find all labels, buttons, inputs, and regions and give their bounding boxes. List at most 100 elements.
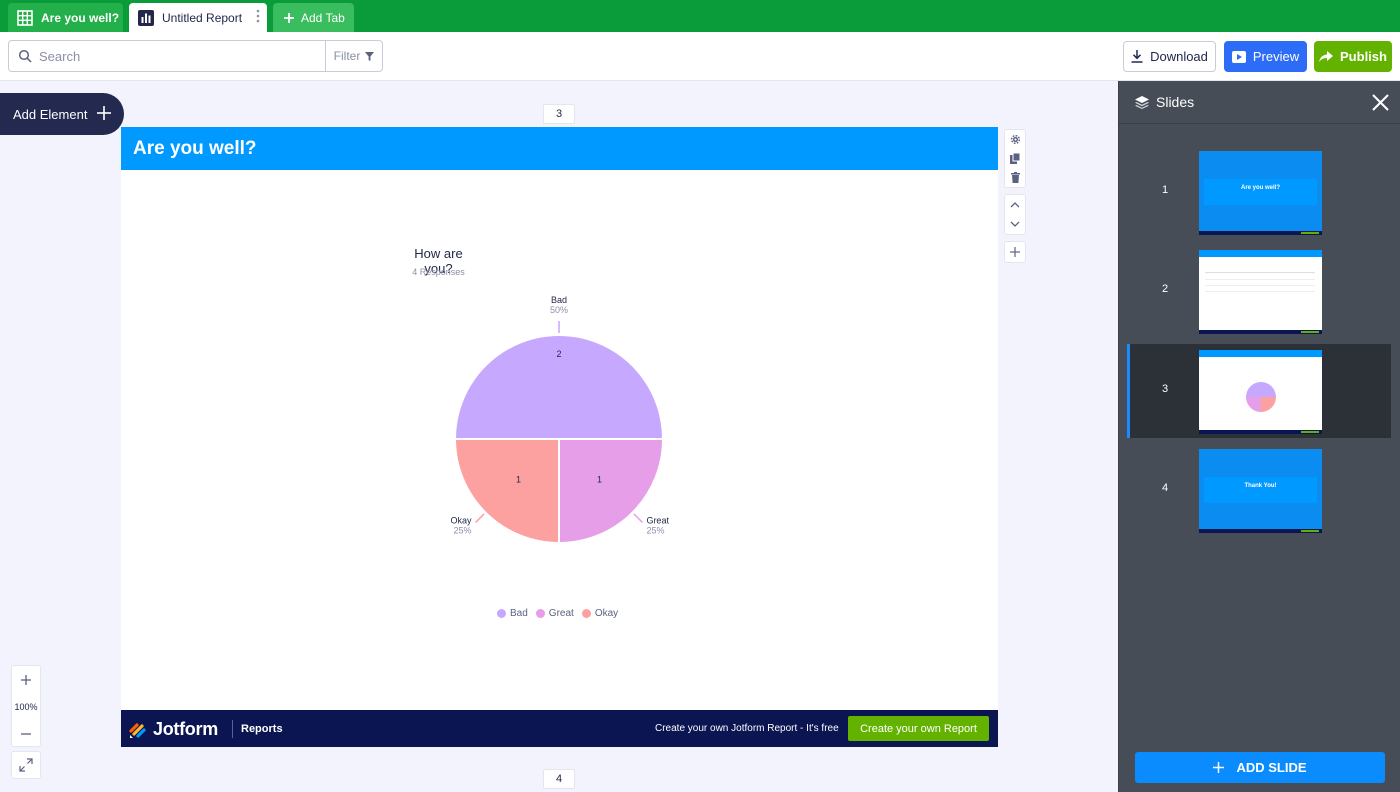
slide-number: 2	[1162, 283, 1169, 295]
plus-icon	[21, 674, 31, 685]
add-below-tool	[1004, 241, 1026, 263]
search-input[interactable]	[39, 48, 309, 64]
legend-item-bad[interactable]: Bad	[497, 608, 528, 619]
slide-preview: Thank You!	[1199, 449, 1322, 533]
download-icon	[1131, 50, 1143, 63]
tab-report[interactable]: Untitled Report	[129, 3, 267, 32]
slide-number: 1	[1162, 184, 1169, 196]
thumb-table-line	[1205, 272, 1315, 273]
brand-name: Jotform	[153, 719, 218, 739]
more-vertical-icon[interactable]	[256, 9, 260, 23]
search-icon	[18, 49, 32, 63]
chart-title: How are you?	[414, 246, 463, 276]
preview-button[interactable]: Preview	[1224, 41, 1307, 72]
thumb-table-line	[1205, 285, 1315, 286]
slides-panel-title: Slides	[1156, 94, 1195, 110]
thumb-footer	[1199, 330, 1322, 334]
tab-label: Add Tab	[301, 10, 345, 25]
pie-value-label: 1	[516, 474, 521, 484]
duplicate-icon[interactable]	[1005, 149, 1025, 168]
legend-label: Great	[548, 608, 574, 619]
report-icon	[138, 9, 154, 26]
chevron-down-icon[interactable]	[1005, 214, 1025, 233]
add-slide-button[interactable]: ADD SLIDE	[1135, 752, 1385, 783]
pie-category-label: Bad	[551, 295, 567, 305]
slides-panel: Slides 1 Are you well? 2 3	[1118, 81, 1400, 792]
legend-item-okay[interactable]: Okay	[581, 608, 618, 619]
download-label: Download	[1150, 49, 1208, 64]
plus-icon	[97, 104, 111, 122]
gear-icon[interactable]	[1005, 130, 1025, 149]
expand-icon	[19, 758, 33, 772]
fullscreen-button[interactable]	[11, 751, 41, 779]
thumb-header	[1199, 350, 1322, 357]
slides-panel-header: Slides	[1119, 81, 1400, 124]
add-tab-button[interactable]: Add Tab	[273, 3, 354, 32]
thumb-footer	[1199, 430, 1322, 434]
slide-preview	[1199, 250, 1322, 334]
slide-thumbnail-3[interactable]: 3	[1127, 344, 1391, 438]
table-icon	[17, 9, 33, 26]
pie-leader-line	[633, 513, 643, 523]
pie-value-label: 1	[597, 474, 602, 484]
thumb-footer	[1199, 231, 1322, 235]
plus-icon	[1213, 757, 1225, 778]
chevron-up-icon[interactable]	[1005, 195, 1025, 214]
pie-slice-okay[interactable]	[453, 438, 560, 545]
slide-preview	[1199, 350, 1322, 434]
publish-button[interactable]: Publish	[1314, 41, 1392, 72]
slide-number: 4	[1162, 482, 1169, 494]
create-report-button[interactable]: Create your own Report	[848, 716, 989, 741]
page-number-above[interactable]: 3	[543, 104, 575, 124]
thumb-pie	[1246, 382, 1276, 412]
legend-label: Bad	[510, 608, 528, 619]
add-element-button[interactable]: Add Element	[0, 93, 124, 135]
close-icon[interactable]	[1372, 94, 1389, 111]
zoom-out-button[interactable]	[12, 720, 40, 747]
slide-header[interactable]: Are you well?	[121, 127, 998, 170]
publish-label: Publish	[1340, 49, 1387, 64]
plus-icon[interactable]	[1005, 242, 1025, 261]
slide-thumbnail-4[interactable]: 4 Thank You!	[1127, 443, 1391, 537]
thumb-table-line	[1205, 279, 1315, 280]
pie-percent-label: 25%	[646, 525, 664, 535]
tab-form[interactable]: Are you well?	[8, 3, 123, 32]
thumb-footer-button	[1301, 232, 1319, 234]
chart-subtitle: 4 Responses	[412, 267, 465, 277]
play-icon	[1231, 50, 1246, 63]
filter-button[interactable]: Filter	[325, 41, 382, 71]
slide-preview: Are you well?	[1199, 151, 1322, 235]
tab-label: Untitled Report	[162, 10, 243, 25]
thumb-header	[1199, 250, 1322, 257]
slide-thumbnail-1[interactable]: 1 Are you well?	[1127, 145, 1391, 239]
product-name: Reports	[241, 723, 283, 735]
share-arrow-icon	[1319, 50, 1334, 62]
slide-number: 3	[1162, 383, 1169, 395]
pie-leader-line	[475, 513, 485, 523]
tab-bar: Are you well? Untitled Report Add Tab	[0, 0, 1400, 32]
search-box: Filter	[8, 40, 383, 72]
legend-item-great[interactable]: Great	[535, 608, 574, 619]
thumb-table-line	[1205, 291, 1315, 292]
slide-thumbnail-2[interactable]: 2	[1127, 244, 1391, 338]
pie-slice-bad[interactable]	[453, 334, 665, 440]
footer-promo-text: Create your own Jotform Report - It's fr…	[655, 723, 839, 734]
plus-icon	[283, 10, 295, 26]
slide-move-tools	[1004, 194, 1026, 235]
slide-header-title: Are you well?	[133, 137, 257, 159]
download-button[interactable]: Download	[1123, 41, 1216, 72]
pie-value-label: 2	[556, 349, 561, 359]
trash-icon[interactable]	[1005, 168, 1025, 187]
pie-category-label: Okay	[451, 515, 473, 525]
zoom-in-button[interactable]	[12, 666, 40, 693]
funnel-icon	[365, 51, 375, 61]
slide-tools	[1004, 129, 1026, 188]
zoom-level: 100%	[14, 701, 38, 712]
page-number-below[interactable]: 4	[543, 769, 575, 789]
filter-label: Filter	[333, 49, 361, 63]
pie-slice-great[interactable]	[558, 438, 665, 545]
layers-icon	[1135, 95, 1149, 109]
slide-footer: Jotform Reports Create your own Jotform …	[121, 710, 998, 747]
add-element-label: Add Element	[13, 106, 88, 122]
